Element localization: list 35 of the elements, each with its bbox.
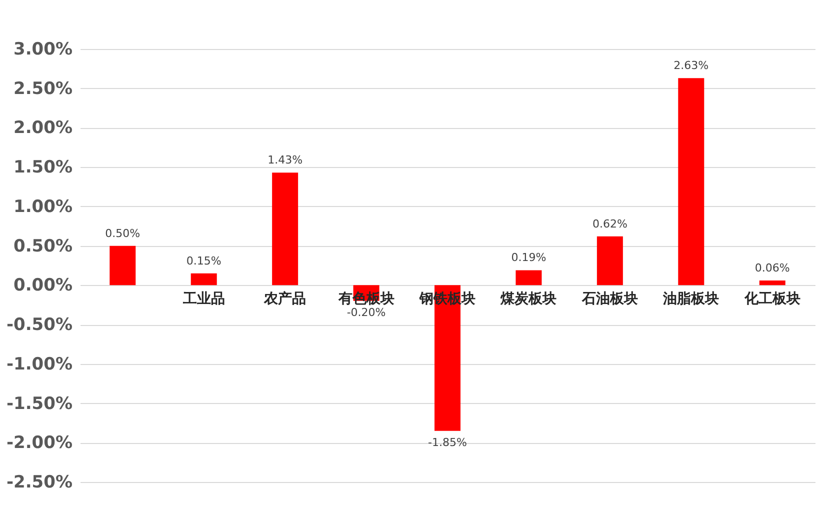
- data-label: 0.19%: [511, 251, 546, 264]
- data-label: 0.50%: [105, 226, 140, 240]
- y-tick-label: -0.50%: [6, 315, 72, 336]
- y-tick-label: 0.50%: [14, 236, 72, 256]
- y-tick-label: 1.50%: [14, 158, 72, 178]
- y-tick-label: 0.00%: [14, 276, 72, 296]
- y-tick-label: 2.50%: [14, 78, 72, 99]
- x-tick-label: 农产品: [263, 290, 306, 308]
- data-label: 0.62%: [592, 217, 628, 230]
- y-tick-label: -1.50%: [6, 394, 72, 414]
- data-label: -1.85%: [428, 436, 467, 449]
- bar: [596, 236, 623, 286]
- y-tick-label: 3.00%: [14, 40, 72, 60]
- y-tick-label: 1.00%: [14, 196, 72, 217]
- x-tick-label: 煤炭板块: [500, 291, 557, 308]
- bar: [190, 273, 217, 286]
- y-tick-label: -2.50%: [6, 472, 72, 492]
- x-tick-label: 油脂板块: [662, 291, 720, 308]
- y-tick-label: 2.00%: [14, 118, 72, 138]
- x-tick-label: 化工板块: [743, 291, 800, 308]
- data-label: 0.15%: [186, 254, 222, 268]
- bar: [110, 246, 136, 286]
- bar: [434, 285, 460, 431]
- bar: [272, 172, 298, 286]
- data-label: 2.63%: [674, 59, 709, 72]
- x-tick-label: 工业品: [182, 291, 225, 308]
- data-label: -0.20%: [346, 306, 386, 319]
- y-tick-label: -1.00%: [6, 354, 72, 374]
- bar: [759, 280, 786, 286]
- y-tick-label: -2.00%: [6, 433, 72, 454]
- data-label: 0.06%: [754, 261, 790, 274]
- x-tick-label: 石油板块: [580, 291, 638, 308]
- data-label: 1.43%: [268, 154, 303, 167]
- bar: [678, 78, 704, 286]
- bar: [516, 270, 542, 286]
